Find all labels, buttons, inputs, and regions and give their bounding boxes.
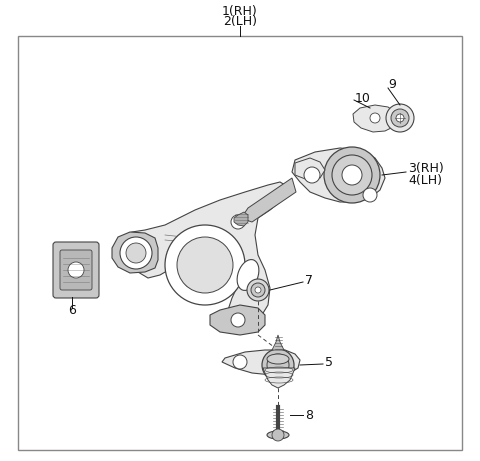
Ellipse shape xyxy=(267,354,289,364)
Circle shape xyxy=(231,215,245,229)
Ellipse shape xyxy=(267,431,289,439)
Text: 6: 6 xyxy=(68,303,76,317)
Circle shape xyxy=(126,243,146,263)
Circle shape xyxy=(68,262,84,278)
Circle shape xyxy=(251,283,265,297)
Circle shape xyxy=(255,287,261,293)
Text: 7: 7 xyxy=(305,273,313,286)
Polygon shape xyxy=(112,232,158,273)
Text: 9: 9 xyxy=(388,78,396,91)
FancyBboxPatch shape xyxy=(60,250,92,290)
Circle shape xyxy=(342,165,362,185)
Text: 4(LH): 4(LH) xyxy=(408,173,442,187)
Circle shape xyxy=(304,167,320,183)
Bar xyxy=(18,36,462,450)
Polygon shape xyxy=(244,178,296,222)
Text: 5: 5 xyxy=(325,355,333,368)
Circle shape xyxy=(247,279,269,301)
Circle shape xyxy=(177,237,233,293)
Circle shape xyxy=(120,237,152,269)
Circle shape xyxy=(185,277,195,287)
Circle shape xyxy=(363,188,377,202)
Text: 10: 10 xyxy=(355,91,371,105)
Polygon shape xyxy=(295,158,325,180)
Text: 1(RH): 1(RH) xyxy=(222,6,258,18)
Polygon shape xyxy=(115,182,288,328)
Text: 2(LH): 2(LH) xyxy=(223,16,257,29)
Circle shape xyxy=(391,109,409,127)
Text: 8: 8 xyxy=(305,408,313,421)
Circle shape xyxy=(267,354,289,376)
Polygon shape xyxy=(272,335,284,350)
Circle shape xyxy=(324,147,380,203)
Circle shape xyxy=(233,355,247,369)
Ellipse shape xyxy=(237,260,259,290)
Circle shape xyxy=(231,313,245,327)
Circle shape xyxy=(370,113,380,123)
Polygon shape xyxy=(234,212,248,226)
Polygon shape xyxy=(263,368,295,388)
Circle shape xyxy=(396,114,404,122)
Polygon shape xyxy=(222,350,300,375)
FancyBboxPatch shape xyxy=(53,242,99,298)
Text: 3(RH): 3(RH) xyxy=(408,161,444,175)
Circle shape xyxy=(332,155,372,195)
Circle shape xyxy=(386,104,414,132)
Polygon shape xyxy=(353,105,396,132)
Polygon shape xyxy=(210,305,265,335)
Polygon shape xyxy=(292,148,385,202)
Circle shape xyxy=(262,349,294,381)
Circle shape xyxy=(165,225,245,305)
Circle shape xyxy=(272,429,284,441)
